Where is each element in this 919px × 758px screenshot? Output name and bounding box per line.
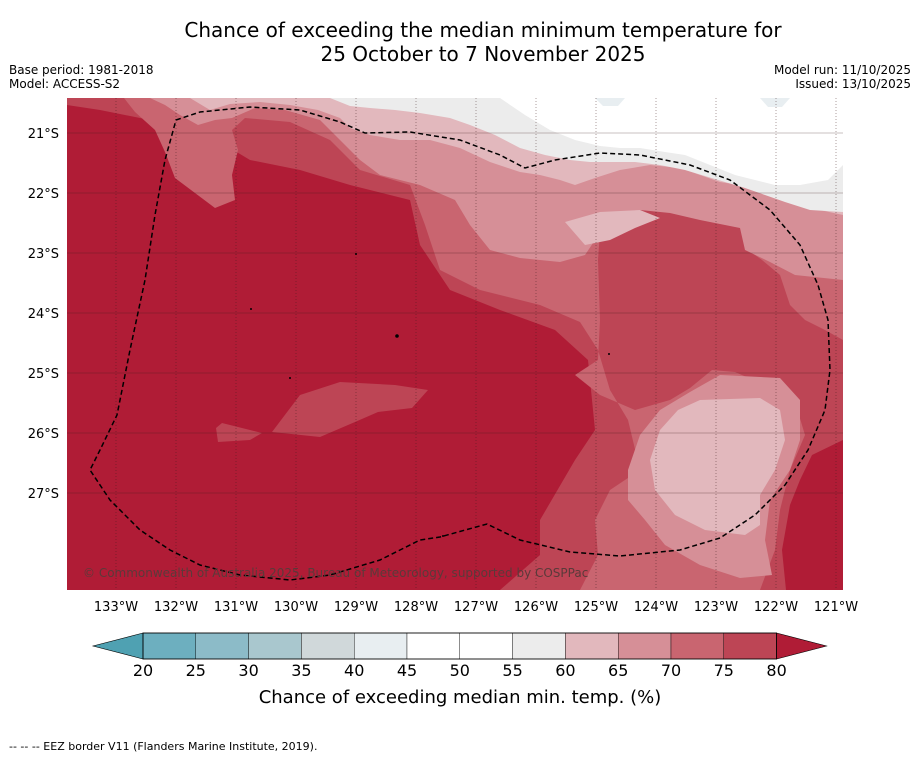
lon-label: 126°W — [514, 600, 558, 615]
map-plot-area: © Commonwealth of Australia 2025, Bureau… — [67, 98, 843, 590]
colorbar-over-arrow — [776, 632, 828, 660]
colorbar-segment — [565, 632, 619, 660]
lat-label: 23°S — [28, 247, 59, 262]
lat-label: 21°S — [28, 127, 59, 142]
band-45-50-patch — [595, 98, 625, 106]
colorbar: 20 25 30 35 40 45 50 55 60 65 70 75 80 Chance of exce… — [91, 632, 828, 708]
lon-label: 124°W — [634, 600, 678, 615]
lon-label: 125°W — [574, 600, 618, 615]
colorbar-segment — [195, 632, 249, 660]
colorbar-tick-label: 70 — [661, 661, 681, 680]
title-line-2: 25 October to 7 November 2025 — [320, 42, 646, 66]
meta-right: Model run: 11/10/2025 Issued: 13/10/2025 — [774, 63, 911, 91]
colorbar-tick-label: 35 — [291, 661, 311, 680]
band-50-55 — [500, 98, 843, 185]
colorbar-tick-label: 25 — [186, 661, 206, 680]
title-line-1: Chance of exceeding the median minimum t… — [184, 18, 782, 42]
colorbar-tick-label: 80 — [766, 661, 786, 680]
lon-label: 127°W — [454, 600, 498, 615]
colorbar-tick-label: 55 — [502, 661, 522, 680]
colorbar-tick-label: 60 — [555, 661, 575, 680]
lon-labels: 133°W 132°W 131°W 130°W 129°W 128°W 127°W 126°W… — [94, 600, 858, 615]
meta-left: Base period: 1981-2018 Model: ACCESS-S2 — [9, 63, 154, 91]
colorbar-segment — [618, 632, 672, 660]
lon-label: 123°W — [694, 600, 738, 615]
colorbar-tick-label: 75 — [714, 661, 734, 680]
lat-label: 22°S — [28, 187, 59, 202]
lon-label: 132°W — [154, 600, 198, 615]
colorbar-title: Chance of exceeding median min. temp. (%… — [259, 687, 662, 708]
copyright-notice: © Commonwealth of Australia 2025, Bureau… — [83, 566, 588, 580]
base-period: Base period: 1981-2018 — [9, 63, 154, 77]
lat-labels: 21°S 22°S 23°S 24°S 25°S 26°S 27°S — [28, 127, 59, 502]
model-name: Model: ACCESS-S2 — [9, 77, 121, 91]
band-60-65-patch — [565, 210, 660, 245]
colorbar-segment — [459, 632, 513, 660]
lon-label: 133°W — [94, 600, 138, 615]
islands — [250, 253, 610, 537]
issued-date: Issued: 13/10/2025 — [795, 77, 911, 91]
colorbar-under-arrow — [91, 632, 144, 660]
colorbar-tick-label: 30 — [238, 661, 258, 680]
lon-label: 121°W — [814, 600, 858, 615]
colorbar-segment — [723, 632, 777, 660]
colorbar-tick-label: 50 — [450, 661, 470, 680]
colorbar-segment — [670, 632, 724, 660]
lat-label: 24°S — [28, 307, 59, 322]
lon-label: 128°W — [394, 600, 438, 615]
band-60-65-core — [680, 446, 748, 508]
band-75-80-isle — [272, 382, 428, 437]
map-title: Chance of exceeding the median minimum t… — [0, 18, 919, 66]
lat-label: 26°S — [28, 427, 59, 442]
colorbar-segment — [406, 632, 460, 660]
lon-grid — [115, 98, 837, 590]
lon-label: 122°W — [754, 600, 798, 615]
footnote: -- -- -- EEZ border V11 (Flanders Marine… — [9, 740, 318, 753]
colorbar-tick-label: 20 — [133, 661, 153, 680]
colorbar-segment — [248, 632, 302, 660]
band-75-80-isle-2 — [216, 423, 262, 442]
colorbar-segment — [354, 632, 408, 660]
colorbar-segment — [512, 632, 566, 660]
colorbar-tick-label: 65 — [608, 661, 628, 680]
colorbar-tick-label: 45 — [397, 661, 417, 680]
lat-label: 25°S — [28, 367, 59, 382]
colorbar-tick-label: 40 — [344, 661, 364, 680]
lon-label: 131°W — [214, 600, 258, 615]
colorbar-segment — [142, 632, 196, 660]
colorbar-segment — [301, 632, 355, 660]
model-run: Model run: 11/10/2025 — [773, 63, 911, 77]
lon-label: 129°W — [334, 600, 378, 615]
band-45-50-patch-2 — [760, 98, 790, 107]
lon-label: 130°W — [274, 600, 318, 615]
colorbar-frame — [142, 632, 777, 660]
lat-label: 27°S — [28, 487, 59, 502]
eez-border — [89, 106, 831, 581]
lat-grid — [67, 132, 843, 494]
